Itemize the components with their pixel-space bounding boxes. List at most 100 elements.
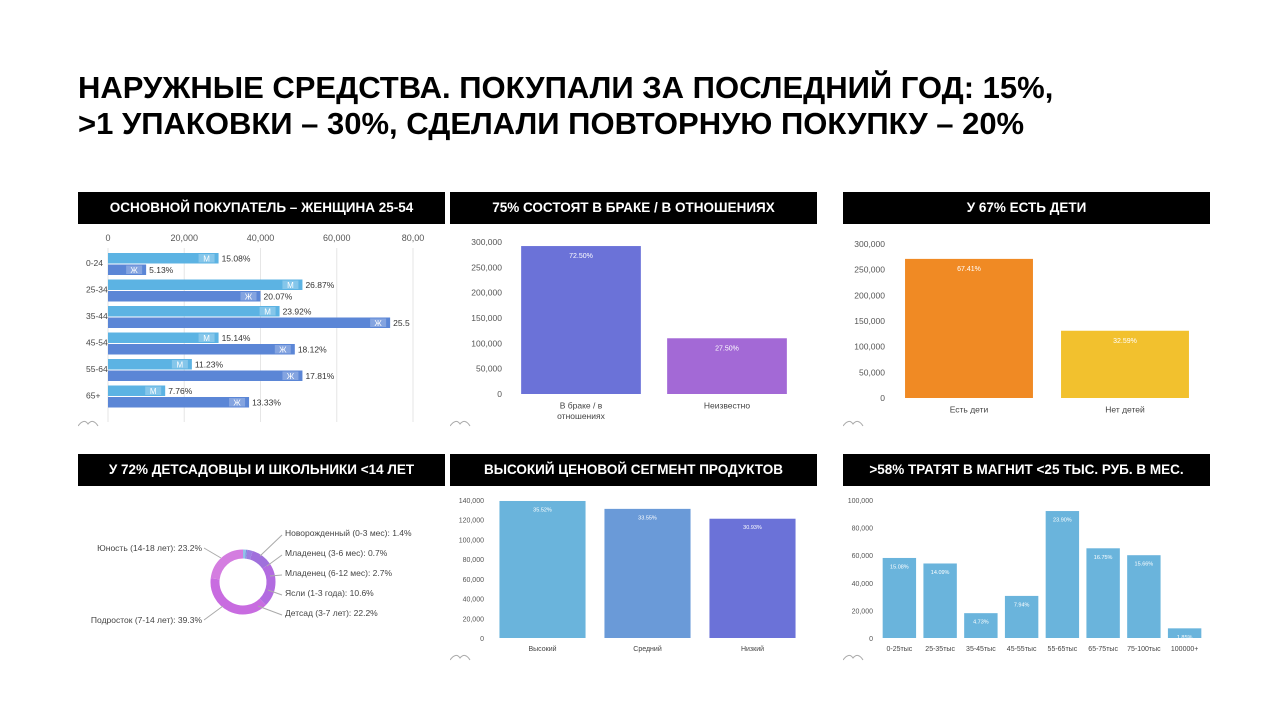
slice-label: Подросток (7-14 лет): 39.3% <box>91 615 203 625</box>
leader-line <box>267 589 283 596</box>
bar-female <box>108 344 295 355</box>
data-label: 4.73% <box>973 620 989 626</box>
data-label: 15.66% <box>1135 562 1154 568</box>
x-tick-label: 20,000 <box>170 233 198 243</box>
data-label: 11.23% <box>195 360 224 370</box>
series-marker-label: Ж <box>233 399 241 408</box>
bar <box>604 508 691 638</box>
y-tick-label: 250,000 <box>471 262 502 272</box>
slice-label: Новорожденный (0-3 мес): 1.4% <box>285 528 412 538</box>
slice-label: Детсад (3-7 лет): 22.2% <box>285 608 378 618</box>
category-label: отношениях <box>557 411 605 421</box>
panel-header: У 67% ЕСТЬ ДЕТИ <box>843 192 1210 224</box>
data-label: 15.08% <box>890 564 909 570</box>
bar <box>1127 555 1161 638</box>
page-title-line-1: НАРУЖНЫЕ СРЕДСТВА. ПОКУПАЛИ ЗА ПОСЛЕДНИЙ… <box>78 70 1054 105</box>
y-tick-label: 0 <box>497 389 502 399</box>
y-tick-label: 100,000 <box>848 498 873 505</box>
data-label: 33.55% <box>638 515 657 521</box>
series-marker-label: Ж <box>374 319 382 328</box>
donut-slice <box>210 578 266 615</box>
bar-male <box>108 279 303 290</box>
category-label: 100000+ <box>1171 646 1198 653</box>
bar <box>905 258 1033 398</box>
page-title: НАРУЖНЫЕ СРЕДСТВА. ПОКУПАЛИ ЗА ПОСЛЕДНИЙ… <box>78 70 1238 142</box>
panel-spending: >58% ТРАТЯТ В МАГНИТ <25 ТЫС. РУБ. В МЕС… <box>843 454 1210 666</box>
panel-header: >58% ТРАТЯТ В МАГНИТ <25 ТЫС. РУБ. В МЕС… <box>843 454 1210 486</box>
category-label: 55-64 <box>86 364 108 374</box>
watermark-icon <box>78 420 99 427</box>
bar-female <box>108 397 250 408</box>
data-label: 23.90% <box>1053 518 1072 524</box>
bar-tag-bg <box>240 292 257 301</box>
y-tick-label: 60,000 <box>852 553 874 560</box>
y-tick-label: 0 <box>480 636 484 643</box>
y-tick-label: 0 <box>880 393 885 403</box>
bar <box>1061 330 1189 398</box>
category-label: 45-55тыс <box>1007 646 1037 653</box>
bar <box>1167 628 1202 638</box>
leader-line <box>259 534 283 557</box>
data-label: 13.33% <box>252 398 281 408</box>
bar-female <box>108 264 147 275</box>
bar-female <box>108 291 261 302</box>
watermark-icon <box>450 420 471 427</box>
series-marker-label: Ж <box>130 266 138 275</box>
bar-tag-bg <box>126 265 143 274</box>
y-tick-label: 300,000 <box>854 239 885 249</box>
panel-age-gender: ОСНОВНОЙ ПОКУПАТЕЛЬ – ЖЕНЩИНА 25-54 0 20,… <box>78 192 445 432</box>
series-marker-label: Ж <box>287 372 295 381</box>
category-label: Нет детей <box>1105 405 1145 415</box>
bar-tag-bg <box>145 386 162 395</box>
y-tick-label: 80,000 <box>852 526 874 533</box>
data-label: 67.41% <box>957 266 981 273</box>
y-tick-label: 20,000 <box>852 608 874 615</box>
panel-header: У 72% ДЕТСАДОВЦЫ И ШКОЛЬНИКИ <14 ЛЕТ <box>78 454 445 486</box>
series-marker-label: М <box>177 361 184 370</box>
category-label: Неизвестно <box>704 401 750 411</box>
panel-header: ОСНОВНОЙ ПОКУПАТЕЛЬ – ЖЕНЩИНА 25-54 <box>78 192 445 224</box>
series-marker-label: Ж <box>245 293 253 302</box>
watermark-icon <box>450 654 471 661</box>
x-tick-label: 40,000 <box>247 233 275 243</box>
page-title-line-2: >1 УПАКОВКИ – 30%, СДЕЛАЛИ ПОВТОРНУЮ ПОК… <box>78 106 1025 141</box>
bar <box>499 500 586 638</box>
data-label: 17.81% <box>305 371 334 381</box>
category-label: 35-44 <box>86 311 108 321</box>
bar-female <box>108 370 303 381</box>
y-tick-label: 100,000 <box>459 537 484 544</box>
y-tick-label: 60,000 <box>463 577 485 584</box>
data-label: 7.94% <box>1014 602 1030 608</box>
slice-label: Младенец (6-12 мес): 2.7% <box>285 568 393 578</box>
y-tick-label: 40,000 <box>463 597 485 604</box>
data-label: 16.75% <box>1094 555 1113 561</box>
data-label: 26.87% <box>305 280 334 290</box>
y-tick-label: 120,000 <box>459 518 484 525</box>
bar <box>923 563 957 638</box>
age-gender-chart: 0 20,000 40,000 60,000 80,00 0-24 М 15.08% Ж 5.13… <box>78 233 424 427</box>
category-label: Средний <box>633 645 662 653</box>
category-label: В браке / в <box>560 401 603 411</box>
bar-female <box>108 317 391 328</box>
price-segment-chart: 0 20,000 40,000 60,000 80,000 100,000 120,000 1… <box>450 498 796 661</box>
data-label: 1.85% <box>1177 635 1193 641</box>
y-tick-label: 100,000 <box>854 342 885 352</box>
bar-male <box>108 253 219 264</box>
bar-tag-bg <box>198 254 215 263</box>
bar-tag-bg <box>274 345 291 354</box>
y-tick-label: 80,000 <box>463 557 485 564</box>
category-label: 0-25тыс <box>887 646 913 653</box>
data-label: 7.76% <box>168 386 193 396</box>
bar <box>709 518 796 638</box>
panel-price-segment: ВЫСОКИЙ ЦЕНОВОЙ СЕГМЕНТ ПРОДУКТОВ 0 20,00… <box>450 454 817 666</box>
bar-tag-bg <box>198 333 215 342</box>
bar-tag-bg <box>171 360 188 369</box>
y-tick-label: 250,000 <box>854 265 885 275</box>
x-tick-label: 60,000 <box>323 233 351 243</box>
leader-line <box>203 605 224 621</box>
data-label: 14.09% <box>931 570 950 576</box>
kids-age-donut-chart: Новорожденный (0-3 мес): 1.4% Младенец (3… <box>91 528 412 625</box>
data-label: 27.50% <box>715 345 739 352</box>
donut-slice <box>210 549 244 580</box>
y-tick-label: 100,000 <box>471 338 502 348</box>
